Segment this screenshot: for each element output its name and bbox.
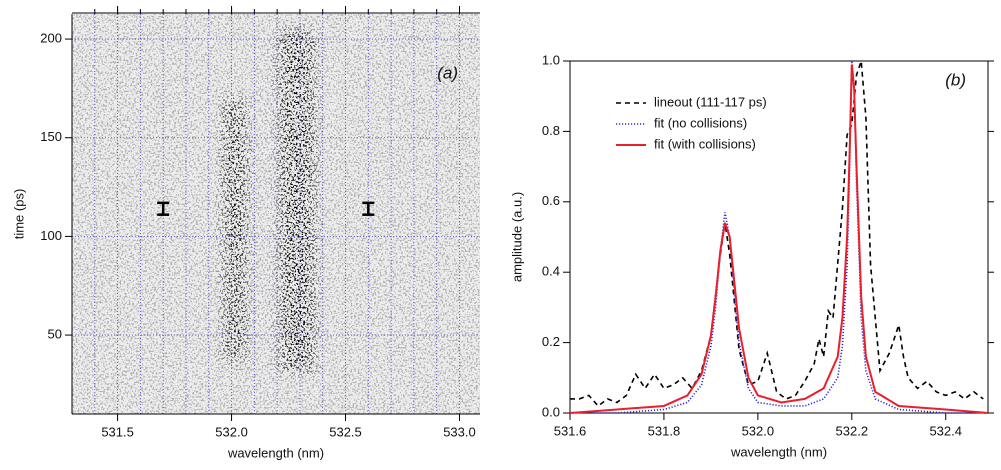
series-line	[570, 60, 984, 408]
chart-panel: 531.5 532.0 532.5 533.0 50 100 150 200 wavelengt…	[11, 6, 480, 460]
y-tick-label: 200	[40, 30, 62, 45]
x-tick-label: 532.5	[329, 424, 362, 439]
y-tick-label: 0.4	[542, 264, 560, 279]
y-tick-label: 150	[40, 129, 62, 144]
image-streaks	[72, 14, 480, 414]
chart-panel: 531.6 531.8 532.0 532.2 532.4 0.0 0.2 0.4 0.6 0.8…	[509, 52, 994, 459]
y-axis-label: time (ps)	[11, 189, 26, 240]
series-line	[569, 64, 989, 414]
y-tick-label: 50	[48, 327, 62, 342]
y-tick-label: 0.2	[542, 334, 560, 349]
x-tick-label: 531.5	[101, 424, 134, 439]
x-tick-label: 532.4	[929, 423, 962, 438]
x-tick-label: 533.0	[443, 424, 476, 439]
y-axis-label: amplitude (a.u.)	[509, 192, 524, 282]
x-axis-label: wavelength (nm)	[730, 444, 827, 459]
y-tick-label: 0.6	[542, 193, 560, 208]
x-tick-label: 532.0	[742, 423, 775, 438]
panel-annotation: (b)	[945, 70, 966, 89]
image-panel	[72, 14, 480, 414]
legend-label: fit (with collisions)	[654, 136, 756, 151]
y-tick-label: 100	[40, 228, 62, 243]
legend-label: lineout (111-117 ps)	[654, 94, 767, 109]
y-tick-label: 1.0	[542, 52, 560, 67]
x-tick-label: 532.2	[836, 423, 869, 438]
series-line	[570, 60, 988, 414]
y-tick-label: 0.0	[542, 404, 560, 419]
x-tick-label: 532.0	[215, 424, 248, 439]
plot-frame	[569, 60, 989, 414]
x-axis-label: wavelength (nm)	[227, 445, 324, 460]
x-tick-label: 531.8	[648, 423, 681, 438]
panel-annotation: (a)	[437, 63, 458, 82]
streak-texture	[72, 14, 480, 414]
x-tick-label: 531.6	[554, 423, 587, 438]
y-tick-label: 0.8	[542, 123, 560, 138]
legend-label: fit (no collisions)	[654, 115, 747, 130]
